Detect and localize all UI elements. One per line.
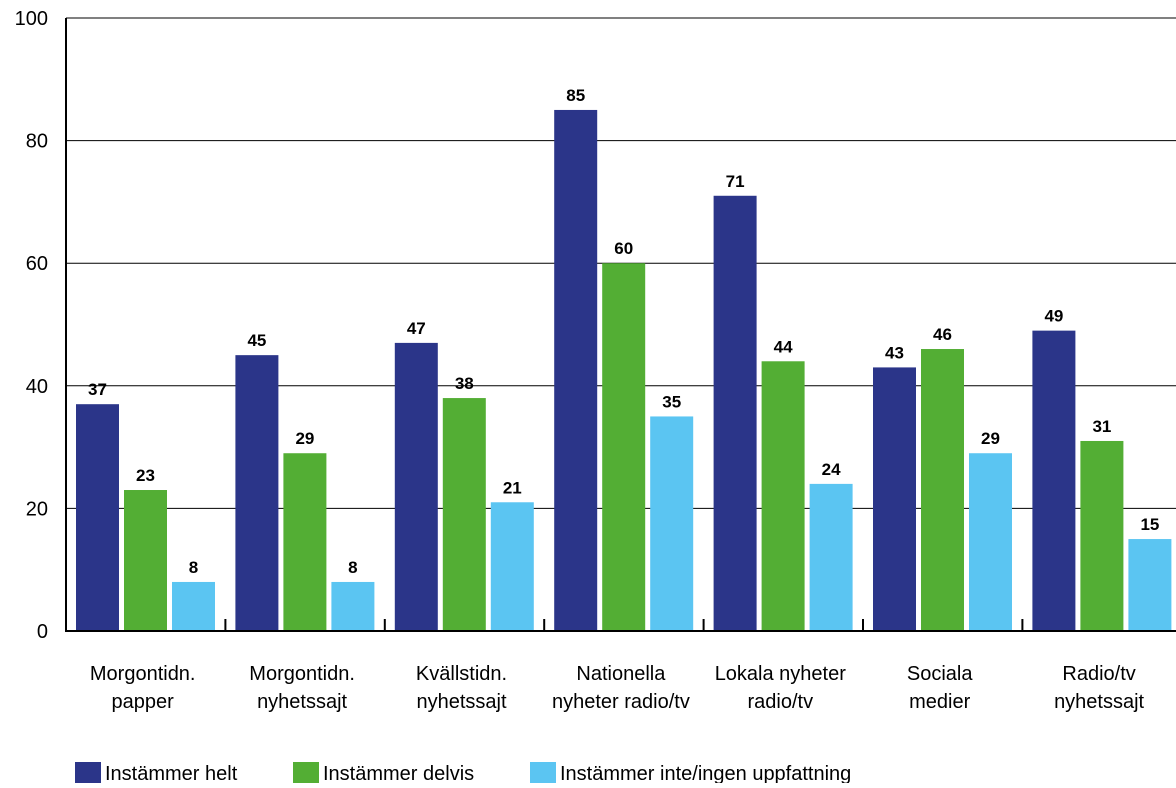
bar: [124, 490, 167, 631]
legend-label: Instämmer delvis: [323, 763, 474, 783]
x-tick-label-line: medier: [909, 691, 970, 713]
data-label: 49: [1044, 307, 1063, 326]
bar: [713, 195, 757, 631]
data-label: 15: [1140, 515, 1159, 534]
bar: [873, 367, 916, 631]
labels: 0 20 40 60 80 100 37 23 8 Morgontidn. papper 45 29 8 M…: [15, 8, 1160, 713]
bar: [331, 581, 375, 631]
x-tick-label: Radio/tv nyhetssajt: [1054, 663, 1144, 713]
bar: [969, 453, 1012, 631]
bar: [602, 263, 646, 631]
bar: [235, 355, 279, 631]
bar: [394, 342, 438, 631]
data-label: 8: [189, 558, 198, 577]
x-tick-label-line: Morgontidn.: [90, 663, 196, 685]
x-tick-label-line: Nationella: [576, 663, 666, 685]
legend-label: Instämmer helt: [105, 763, 238, 783]
bar: [809, 483, 853, 631]
data-label: 24: [822, 460, 841, 479]
data-label: 47: [407, 319, 426, 338]
bar: [490, 502, 534, 631]
bar: [442, 398, 486, 631]
data-label: 45: [247, 331, 266, 350]
y-tick-label: 80: [26, 131, 48, 153]
x-tick-label-line: nyhetssajt: [1054, 691, 1144, 713]
bar: [283, 453, 327, 631]
data-label: 21: [503, 478, 522, 497]
bar: [650, 416, 694, 631]
bar: [172, 581, 215, 631]
x-tick-label-line: Sociala: [907, 663, 973, 685]
x-tick-label-line: radio/tv: [748, 691, 814, 713]
bars: [76, 109, 1172, 631]
bar: [761, 361, 805, 631]
y-tick-label: 40: [26, 376, 48, 398]
x-tick-label: Lokala nyheter radio/tv: [715, 663, 847, 713]
data-label: 23: [136, 466, 155, 485]
data-label: 44: [774, 337, 793, 356]
bar: [76, 404, 119, 631]
y-tick-label: 60: [26, 253, 48, 275]
data-label: 8: [348, 558, 357, 577]
data-label: 46: [933, 325, 952, 344]
x-tick-label: Sociala medier: [907, 663, 973, 713]
legend-swatch: [293, 762, 319, 783]
legend: Instämmer helt Instämmer delvis Instämmer …: [75, 762, 851, 785]
bar: [554, 109, 598, 631]
bar: [1080, 440, 1124, 631]
data-label: 31: [1092, 417, 1111, 436]
x-tick-label: Morgontidn. papper: [90, 663, 196, 713]
data-label: 37: [88, 380, 107, 399]
x-tick-label-line: Lokala nyheter: [715, 663, 847, 685]
data-label: 85: [566, 86, 585, 105]
x-tick-label-line: nyhetssajt: [257, 691, 347, 713]
bar: [1032, 330, 1076, 631]
y-tick-label: 100: [15, 8, 48, 30]
data-label: 35: [662, 392, 681, 411]
x-tick-label: Morgontidn. nyhetssajt: [249, 663, 355, 713]
x-tick-label-line: Kvällstidn.: [416, 663, 507, 685]
x-tick-label: Nationella nyheter radio/tv: [552, 663, 690, 713]
x-tick-label-line: nyheter radio/tv: [552, 691, 690, 713]
legend-swatch: [530, 762, 556, 783]
data-label: 43: [885, 343, 904, 362]
y-tick-label: 0: [37, 621, 48, 643]
bar: [921, 349, 964, 631]
x-tick-label-line: papper: [112, 691, 175, 713]
x-tick-label-line: Morgontidn.: [249, 663, 355, 685]
data-label: 60: [614, 239, 633, 258]
data-label: 29: [981, 429, 1000, 448]
axes: [65, 18, 1176, 632]
legend-label: Instämmer inte/ingen uppfattning: [560, 763, 851, 783]
legend-swatch: [75, 762, 101, 783]
bar: [1128, 539, 1172, 631]
data-label: 38: [455, 374, 474, 393]
y-tick-label: 20: [26, 498, 48, 520]
x-tick-label-line: nyhetssajt: [416, 691, 506, 713]
data-label: 29: [295, 429, 314, 448]
data-label: 71: [726, 172, 745, 191]
x-tick-label-line: Radio/tv: [1062, 663, 1135, 685]
x-tick-label: Kvällstidn. nyhetssajt: [416, 663, 507, 713]
